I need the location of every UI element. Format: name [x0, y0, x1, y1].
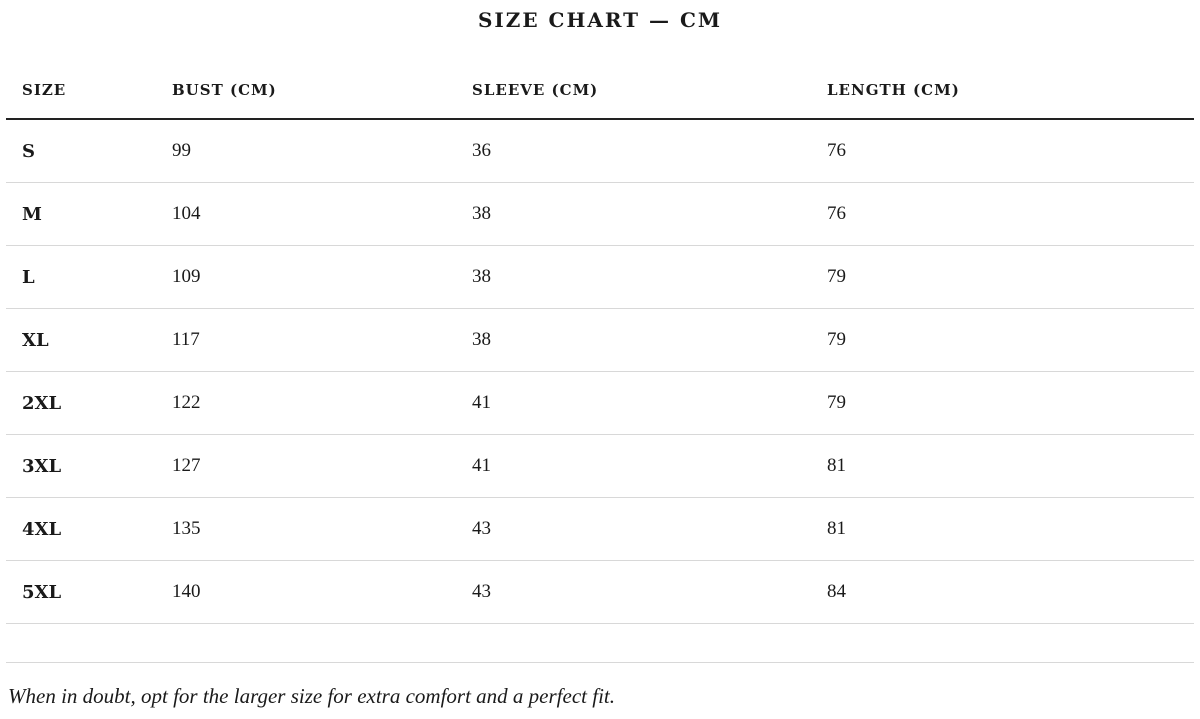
size-cell: XL [6, 308, 172, 372]
bust-cell: 99 [172, 119, 472, 183]
length-cell: 79 [827, 245, 1194, 309]
table-row: 5XL 140 43 84 [6, 560, 1194, 624]
table-body: S 99 36 76 M 104 38 76 L 109 38 79 XL 11… [6, 119, 1194, 624]
column-header-size: SIZE [6, 62, 172, 120]
sleeve-cell: 41 [472, 434, 827, 498]
table-row: 4XL 135 43 81 [6, 497, 1194, 561]
size-cell: 5XL [6, 560, 172, 624]
table-header: SIZE BUST (CM) SLEEVE (CM) LENGTH (CM) [6, 62, 1194, 120]
bust-cell: 135 [172, 497, 472, 561]
table-row: S 99 36 76 [6, 119, 1194, 183]
bust-cell: 109 [172, 245, 472, 309]
size-cell: M [6, 182, 172, 246]
table-row: 2XL 122 41 79 [6, 371, 1194, 435]
size-chart-table-container: SIZE BUST (CM) SLEEVE (CM) LENGTH (CM) S… [6, 62, 1194, 624]
sleeve-cell: 38 [472, 308, 827, 372]
size-cell: L [6, 245, 172, 309]
sleeve-cell: 36 [472, 119, 827, 183]
sizing-advice-note: When in doubt, opt for the larger size f… [8, 684, 615, 708]
length-cell: 79 [827, 308, 1194, 372]
bust-cell: 127 [172, 434, 472, 498]
sleeve-cell: 43 [472, 560, 827, 624]
bust-cell: 122 [172, 371, 472, 435]
column-header-length: LENGTH (CM) [827, 62, 1194, 120]
sleeve-cell: 43 [472, 497, 827, 561]
table-row: M 104 38 76 [6, 182, 1194, 246]
page-title: SIZE CHART — CM [477, 8, 723, 32]
table-row: 3XL 127 41 81 [6, 434, 1194, 498]
length-cell: 84 [827, 560, 1194, 624]
sleeve-cell: 38 [472, 182, 827, 246]
table-row: L 109 38 79 [6, 245, 1194, 309]
length-cell: 79 [827, 371, 1194, 435]
length-cell: 81 [827, 497, 1194, 561]
bust-cell: 104 [172, 182, 472, 246]
header-row: SIZE BUST (CM) SLEEVE (CM) LENGTH (CM) [6, 62, 1194, 120]
bottom-divider [6, 662, 1194, 663]
bust-cell: 140 [172, 560, 472, 624]
sleeve-cell: 41 [472, 371, 827, 435]
size-chart-table: SIZE BUST (CM) SLEEVE (CM) LENGTH (CM) S… [6, 62, 1194, 624]
size-cell: 3XL [6, 434, 172, 498]
length-cell: 76 [827, 182, 1194, 246]
bust-cell: 117 [172, 308, 472, 372]
column-header-sleeve: SLEEVE (CM) [472, 62, 827, 120]
size-cell: S [6, 119, 172, 183]
column-header-bust: BUST (CM) [172, 62, 472, 120]
size-cell: 2XL [6, 371, 172, 435]
length-cell: 81 [827, 434, 1194, 498]
table-row: XL 117 38 79 [6, 308, 1194, 372]
sleeve-cell: 38 [472, 245, 827, 309]
size-cell: 4XL [6, 497, 172, 561]
length-cell: 76 [827, 119, 1194, 183]
